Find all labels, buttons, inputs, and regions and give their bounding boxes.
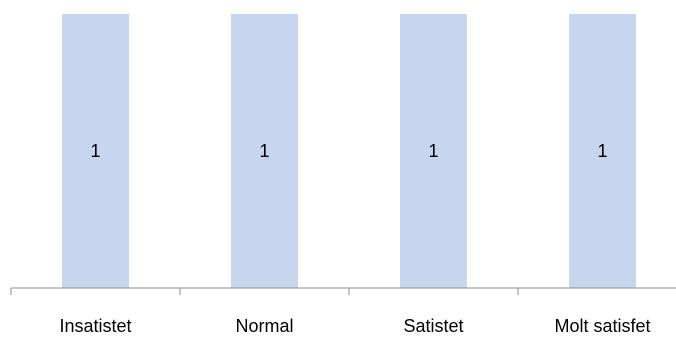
data-label: 1 [259, 141, 269, 161]
x-tick-label: Satistet [403, 316, 463, 336]
x-axis [10, 287, 676, 295]
labels-layer: 1 Insatistet 1 Normal 1 Satistet 1 Molt satisfe… [59, 141, 650, 336]
data-label: 1 [428, 141, 438, 161]
data-label: 1 [597, 141, 607, 161]
bar-normal [231, 14, 298, 288]
x-tick-label: Molt satisfet [554, 316, 650, 336]
bar-satistet [400, 14, 467, 288]
data-label: 1 [90, 141, 100, 161]
bars-layer [62, 14, 636, 288]
bar-insatistet [62, 14, 129, 288]
x-tick-label: Normal [235, 316, 293, 336]
bar-molt-satisfet [569, 14, 636, 288]
x-tick-label: Insatistet [59, 316, 131, 336]
